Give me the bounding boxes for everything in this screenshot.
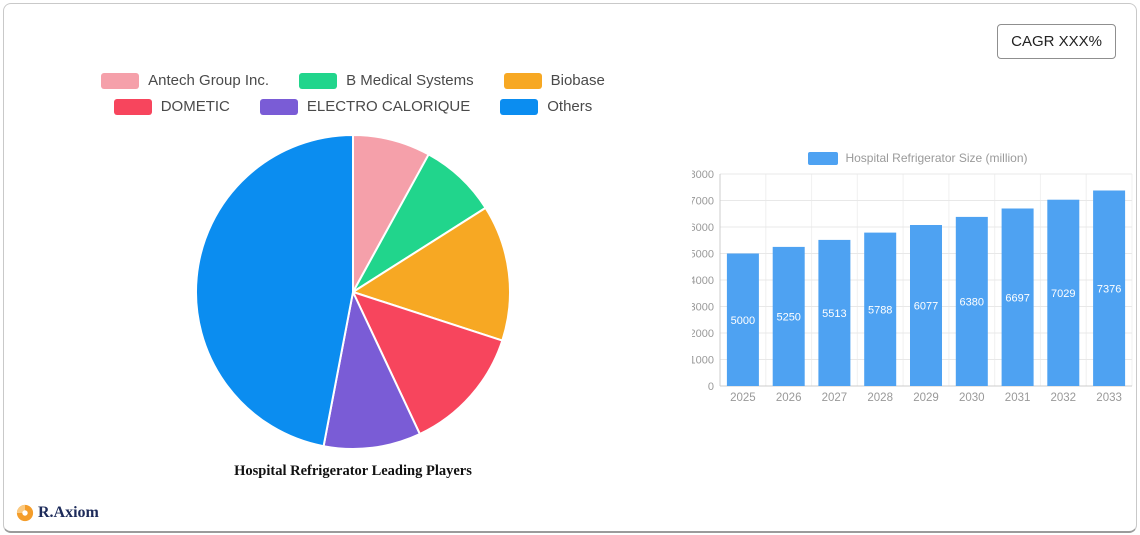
x-axis-tick-label: 2030 (959, 392, 985, 404)
pie-chart-icon (16, 504, 34, 522)
x-axis-tick-label: 2027 (822, 392, 848, 404)
bar-value-label: 7029 (1051, 288, 1075, 300)
bar-legend-swatch (808, 151, 839, 165)
pie-slice-dometic (352, 291, 504, 436)
legend-swatch (503, 72, 542, 89)
pie-slice-others (194, 134, 354, 448)
legend-item-biobase[interactable]: Biobase (503, 72, 605, 89)
bar-chart: 0 1000 2000 3000 4000 5000 6000 7000 8000 5000 202… (690, 169, 1133, 404)
legend-label: DOMETIC (160, 98, 230, 115)
y-axis-tick-label: 8000 (692, 169, 714, 181)
x-axis-tick-label: 2033 (1096, 392, 1122, 404)
legend-label: B Medical Systems (346, 72, 474, 89)
y-axis-tick-label: 1000 (692, 355, 714, 367)
x-axis-tick-label: 2025 (730, 392, 756, 404)
pie-chart-title: Hospital Refrigerator Leading Players (234, 463, 472, 479)
legend-label: Antech Group Inc. (148, 72, 270, 89)
bar-value-label: 6697 (1005, 292, 1029, 304)
legend-swatch (500, 98, 539, 115)
bar-2033 (1093, 190, 1126, 386)
bar-2027 (818, 239, 851, 386)
bar-value-label: 5250 (776, 311, 800, 323)
bar-2025 (726, 253, 759, 386)
pie-legend-row: DOMETIC ELECTRO CALORIQUE Others (113, 98, 592, 115)
bar-value-label: 7376 (1097, 283, 1121, 295)
legend-swatch (299, 72, 338, 89)
legend-item-electro-calorique[interactable]: ELECTRO CALORIQUE (259, 98, 471, 115)
bar-legend[interactable]: Hospital Refrigerator Size (million) (692, 150, 1140, 166)
y-axis-tick-label: 4000 (692, 275, 714, 287)
bar-value-label: 6077 (914, 301, 938, 313)
bar-value-label: 5000 (731, 315, 755, 327)
bar-value-label: 5788 (868, 304, 892, 316)
pie-slice-electro-calorique (322, 291, 421, 451)
y-axis-tick-label: 0 (708, 381, 714, 393)
cagr-label: CAGR XXX% (1011, 33, 1102, 50)
legend-item-b-medical-systems[interactable]: B Medical Systems (299, 72, 474, 89)
legend-item-antech-group-inc[interactable]: Antech Group Inc. (101, 72, 269, 89)
legend-item-others[interactable]: Others (500, 98, 592, 115)
y-axis-tick-label: 3000 (692, 302, 714, 314)
bar-2032 (1047, 199, 1080, 386)
x-axis-tick-label: 2031 (1005, 392, 1031, 404)
pie-slice-biobase (352, 206, 512, 342)
pie-legend: Antech Group Inc. B Medical Systems Biobas… (101, 72, 605, 124)
pie-legend-row: Antech Group Inc. B Medical Systems Biobas… (101, 72, 605, 89)
x-axis-tick-label: 2028 (867, 392, 893, 404)
report-card: CAGR XXX% Antech Group Inc. B Medical Sys… (3, 3, 1137, 533)
cagr-badge: CAGR XXX% (997, 24, 1116, 59)
x-axis-tick-label: 2026 (776, 392, 802, 404)
x-axis-tick-label: 2032 (1051, 392, 1077, 404)
pie-chart-section: Antech Group Inc. B Medical Systems Biobas… (70, 72, 636, 480)
bar-chart-section: Hospital Refrigerator Size (million) 0 10… (690, 150, 1140, 423)
y-axis-tick-label: 7000 (692, 196, 714, 208)
pie-chart (194, 134, 512, 451)
bar-2029 (910, 225, 942, 386)
legend-item-dometic[interactable]: DOMETIC (113, 98, 230, 115)
bar-2026 (772, 246, 805, 386)
bar-2028 (864, 232, 897, 386)
bar-2030 (955, 216, 988, 386)
legend-swatch (101, 72, 140, 89)
legend-swatch (113, 98, 152, 115)
logo: R.Axiom (16, 504, 99, 522)
bar-value-label: 6380 (960, 297, 984, 309)
y-axis-tick-label: 5000 (692, 249, 714, 261)
logo-text: R.Axiom (38, 504, 99, 521)
bar-2031 (1001, 208, 1034, 386)
y-axis-tick-label: 2000 (692, 328, 714, 340)
bar-value-label: 5513 (822, 308, 846, 320)
y-axis-tick-label: 6000 (692, 222, 714, 234)
legend-label: Others (547, 98, 593, 115)
x-axis-tick-label: 2029 (913, 392, 939, 404)
bar-legend-label: Hospital Refrigerator Size (million) (845, 151, 1028, 165)
legend-label: Biobase (550, 72, 605, 89)
legend-swatch (259, 98, 298, 115)
legend-label: ELECTRO CALORIQUE (306, 98, 471, 115)
